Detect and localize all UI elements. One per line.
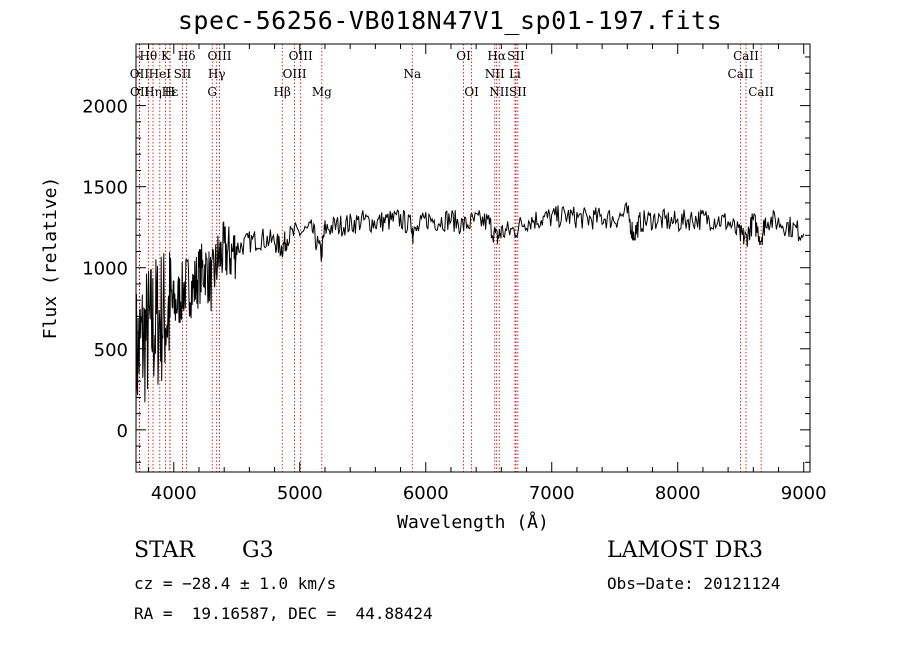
- x-axis-label: Wavelength (Å): [397, 511, 549, 533]
- x-tick-label: 8000: [655, 483, 701, 504]
- line-marker-labels: Hθ OII OII K HeI Hε Hδ SII Hη H OIII Hγ G Hβ OIII OIII M…: [130, 49, 775, 99]
- line-marker-label: OIII: [207, 49, 231, 63]
- line-marker-label: K: [161, 49, 171, 63]
- x-tick-label: 4000: [151, 483, 197, 504]
- y-tick-label: 1000: [82, 259, 128, 280]
- line-markers: [139, 44, 762, 472]
- line-marker-label: Na: [403, 67, 421, 81]
- y-tick-label: 0: [117, 421, 128, 442]
- class-label: STAR: [134, 538, 195, 563]
- subclass-label: G3: [242, 538, 274, 563]
- chart-title: spec-56256-VB018N47V1_sp01-197.fits: [177, 6, 723, 35]
- line-marker-label: Hε: [162, 85, 179, 99]
- tick-labels: 4000 5000 6000 7000 8000 9000 0 500 1000 1500 2000…: [40, 97, 827, 533]
- survey-label: LAMOST DR3: [607, 538, 763, 563]
- line-marker-label: CaII: [733, 49, 759, 63]
- plot-frame: [135, 43, 811, 473]
- line-marker-label: Hη: [144, 85, 162, 99]
- line-marker-label: CaII: [728, 67, 754, 81]
- line-marker-label: SII: [507, 49, 525, 63]
- x-tick-label: 6000: [403, 483, 449, 504]
- y-tick-label: 500: [94, 340, 128, 361]
- line-marker-label: OII: [130, 67, 150, 81]
- y-tick-label: 2000: [82, 97, 128, 118]
- line-marker-label: Hθ: [139, 49, 157, 63]
- line-marker-label: OIII: [283, 67, 307, 81]
- line-marker-label: Hδ: [178, 49, 196, 63]
- line-marker-label: Hβ: [274, 85, 291, 99]
- line-marker-label: NII: [489, 85, 509, 99]
- line-marker-label: G: [207, 85, 217, 99]
- line-marker-label: Mg: [312, 85, 332, 99]
- line-marker-label: OIII: [289, 49, 313, 63]
- redshift-label: cz = −28.4 ± 1.0 km/s: [134, 574, 337, 593]
- coords-label: RA = 19.16587, DEC = 44.88424: [134, 604, 433, 623]
- obs-date-label: Obs−Date: 20121124: [607, 574, 781, 593]
- x-tick-label: 5000: [277, 483, 323, 504]
- line-marker-label: Li: [509, 67, 521, 81]
- y-axis-label: Flux (relative): [40, 177, 61, 340]
- line-marker-label: HeI: [149, 67, 172, 81]
- series-group: [135, 201, 805, 430]
- line-marker-label: H: [165, 85, 175, 99]
- line-marker-label: OI: [456, 49, 471, 63]
- x-tick-label: 9000: [781, 483, 827, 504]
- axes-group: [135, 43, 811, 473]
- line-marker-label: Hγ: [208, 67, 226, 81]
- y-tick-label: 1500: [82, 178, 128, 199]
- line-marker-label: NII: [485, 67, 505, 81]
- x-tick-label: 7000: [529, 483, 575, 504]
- line-marker-label: OII: [130, 85, 150, 99]
- line-marker-label: Hα: [487, 49, 506, 63]
- line-marker-label: OI: [464, 85, 479, 99]
- line-marker-label: SII: [509, 85, 527, 99]
- line-marker-label: SII: [174, 67, 192, 81]
- series-line: [135, 201, 805, 430]
- line-marker-label: CaII: [748, 85, 774, 99]
